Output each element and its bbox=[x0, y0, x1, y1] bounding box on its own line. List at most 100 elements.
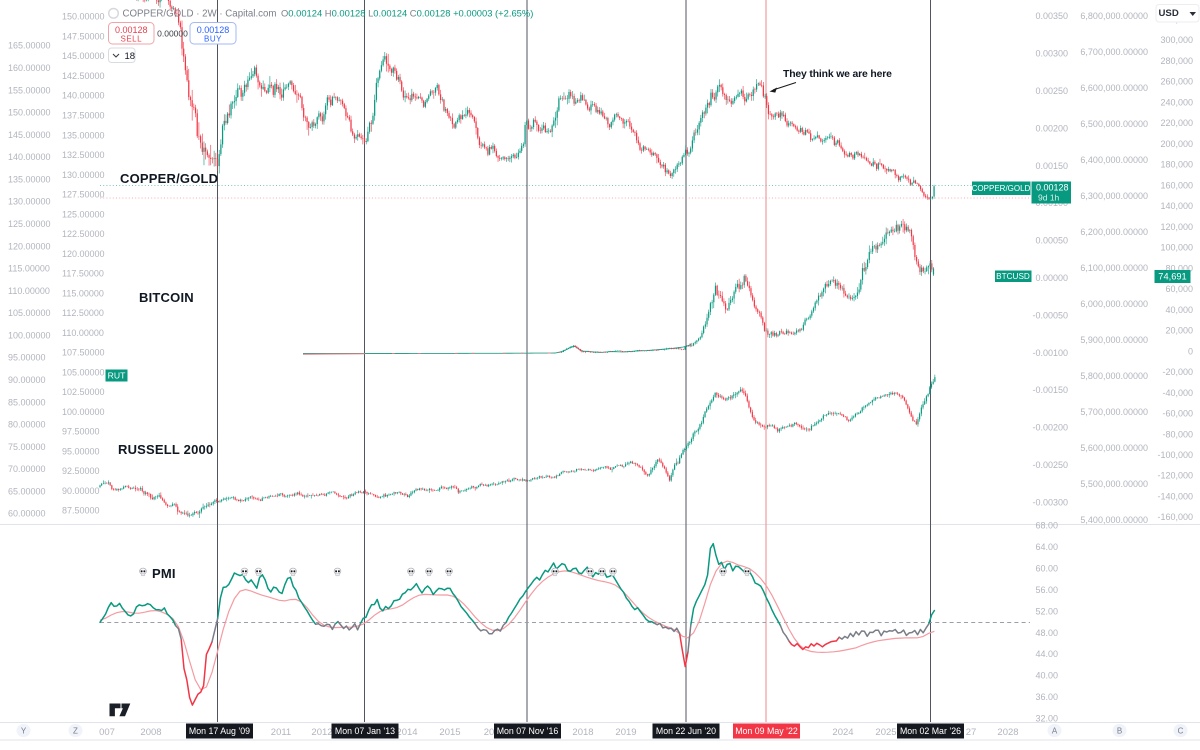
svg-text:6,500,000.00000: 6,500,000.00000 bbox=[1080, 119, 1148, 129]
svg-text:125.00000: 125.00000 bbox=[62, 209, 105, 219]
svg-text:90.00000: 90.00000 bbox=[62, 486, 100, 496]
svg-text:95.00000: 95.00000 bbox=[8, 353, 46, 363]
svg-text:80,000: 80,000 bbox=[1165, 263, 1193, 273]
svg-text:135.00000: 135.00000 bbox=[8, 174, 51, 184]
svg-text:142.50000: 142.50000 bbox=[62, 71, 105, 81]
svg-text:2011: 2011 bbox=[271, 727, 291, 738]
svg-text:-140,000: -140,000 bbox=[1157, 491, 1193, 501]
svg-text:2012: 2012 bbox=[311, 727, 332, 738]
svg-text:Mon 07 Jan ’13: Mon 07 Jan ’13 bbox=[335, 726, 395, 736]
svg-text:220,000: 220,000 bbox=[1160, 118, 1193, 128]
svg-text:120,000: 120,000 bbox=[1160, 222, 1193, 232]
svg-text:PMI: PMI bbox=[152, 566, 176, 581]
svg-text:5,600,000.00000: 5,600,000.00000 bbox=[1080, 443, 1148, 453]
svg-text:100.00000: 100.00000 bbox=[8, 330, 51, 340]
svg-text:280,000: 280,000 bbox=[1160, 56, 1193, 66]
svg-text:2015: 2015 bbox=[439, 727, 460, 738]
svg-text:20,000: 20,000 bbox=[1165, 326, 1193, 336]
svg-text:2028: 2028 bbox=[997, 727, 1018, 738]
svg-text:165.00000: 165.00000 bbox=[8, 41, 51, 51]
svg-text:RUSSELL 2000: RUSSELL 2000 bbox=[118, 442, 213, 457]
svg-text:102.50000: 102.50000 bbox=[62, 387, 105, 397]
svg-text:-20,000: -20,000 bbox=[1162, 367, 1193, 377]
svg-text:BUY: BUY bbox=[204, 35, 222, 44]
svg-text:27: 27 bbox=[966, 727, 977, 738]
svg-text:40,000: 40,000 bbox=[1165, 305, 1193, 315]
svg-text:9d 1h: 9d 1h bbox=[1038, 193, 1060, 203]
svg-text:147.50000: 147.50000 bbox=[62, 31, 105, 41]
svg-text:107.50000: 107.50000 bbox=[62, 348, 105, 358]
svg-text:260,000: 260,000 bbox=[1160, 77, 1193, 87]
svg-text:115.00000: 115.00000 bbox=[8, 264, 50, 274]
svg-text:64.00: 64.00 bbox=[1036, 542, 1059, 552]
svg-text:-120,000: -120,000 bbox=[1157, 471, 1193, 481]
svg-text:130.00000: 130.00000 bbox=[8, 197, 51, 207]
svg-text:36.00: 36.00 bbox=[1036, 692, 1059, 702]
svg-text:20: 20 bbox=[484, 727, 495, 738]
svg-text:18: 18 bbox=[125, 51, 136, 62]
svg-text:O0.00124 H0.00128 L0.00124 C0.: O0.00124 H0.00128 L0.00124 C0.00128 +0.0… bbox=[281, 8, 533, 19]
svg-text:97.50000: 97.50000 bbox=[62, 427, 100, 437]
svg-text:-100,000: -100,000 bbox=[1157, 450, 1193, 460]
svg-text:5,500,000.00000: 5,500,000.00000 bbox=[1080, 479, 1148, 489]
svg-text:0.00128: 0.00128 bbox=[197, 25, 230, 35]
svg-text:Z: Z bbox=[73, 727, 78, 736]
svg-text:2008: 2008 bbox=[140, 727, 161, 738]
svg-text:2014: 2014 bbox=[396, 727, 417, 738]
svg-text:68.00: 68.00 bbox=[1036, 521, 1059, 531]
svg-text:80.00000: 80.00000 bbox=[8, 420, 46, 430]
svg-text:RUT: RUT bbox=[108, 370, 126, 380]
svg-text:300,000: 300,000 bbox=[1160, 35, 1193, 45]
svg-text:Mon 02 Mar ’26: Mon 02 Mar ’26 bbox=[900, 726, 961, 736]
svg-text:95.00000: 95.00000 bbox=[62, 446, 100, 456]
svg-text:160.00000: 160.00000 bbox=[8, 63, 51, 73]
svg-text:180,000: 180,000 bbox=[1160, 160, 1193, 170]
svg-text:0.00000: 0.00000 bbox=[157, 29, 188, 39]
svg-text:125.00000: 125.00000 bbox=[8, 219, 51, 229]
svg-text:-0.00200: -0.00200 bbox=[1032, 423, 1068, 433]
svg-text:120.00000: 120.00000 bbox=[8, 241, 51, 251]
svg-text:140,000: 140,000 bbox=[1160, 201, 1193, 211]
svg-text:150.00000: 150.00000 bbox=[62, 12, 105, 22]
svg-text:2018: 2018 bbox=[572, 727, 593, 738]
svg-text:6,700,000.00000: 6,700,000.00000 bbox=[1080, 47, 1148, 57]
svg-text:140.00000: 140.00000 bbox=[62, 91, 105, 101]
svg-text:240,000: 240,000 bbox=[1160, 97, 1193, 107]
svg-text:-160,000: -160,000 bbox=[1157, 512, 1193, 522]
svg-text:60.00: 60.00 bbox=[1036, 564, 1059, 574]
svg-text:0.00050: 0.00050 bbox=[1035, 236, 1068, 246]
svg-text:5,900,000.00000: 5,900,000.00000 bbox=[1080, 335, 1148, 345]
svg-text:-80,000: -80,000 bbox=[1162, 429, 1193, 439]
svg-text:120.00000: 120.00000 bbox=[62, 249, 105, 259]
svg-text:2025: 2025 bbox=[875, 727, 896, 738]
svg-text:130.00000: 130.00000 bbox=[62, 170, 105, 180]
svg-text:6,300,000.00000: 6,300,000.00000 bbox=[1080, 191, 1148, 201]
svg-text:-0.00250: -0.00250 bbox=[1032, 460, 1068, 470]
svg-text:0: 0 bbox=[1188, 346, 1193, 356]
svg-text:52.00: 52.00 bbox=[1036, 606, 1059, 616]
svg-text:56.00: 56.00 bbox=[1036, 585, 1059, 595]
svg-text:85.00000: 85.00000 bbox=[8, 397, 46, 407]
svg-text:COPPER/GOLD: COPPER/GOLD bbox=[120, 171, 218, 186]
svg-text:Mon 22 Jun ’20: Mon 22 Jun ’20 bbox=[656, 726, 716, 736]
svg-text:112.50000: 112.50000 bbox=[62, 308, 104, 318]
svg-text:105.00000: 105.00000 bbox=[62, 367, 105, 377]
svg-text:140.00000: 140.00000 bbox=[8, 152, 51, 162]
svg-text:100.00000: 100.00000 bbox=[62, 407, 105, 417]
svg-text:60.00000: 60.00000 bbox=[8, 509, 46, 519]
svg-text:USD: USD bbox=[1159, 8, 1179, 19]
svg-text:6,400,000.00000: 6,400,000.00000 bbox=[1080, 155, 1148, 165]
svg-text:2019: 2019 bbox=[615, 727, 636, 738]
svg-text:6,600,000.00000: 6,600,000.00000 bbox=[1080, 83, 1148, 93]
svg-text:0.00250: 0.00250 bbox=[1035, 86, 1068, 96]
svg-text:BITCOIN: BITCOIN bbox=[139, 290, 194, 305]
svg-text:007: 007 bbox=[99, 727, 115, 738]
svg-text:-0.00150: -0.00150 bbox=[1032, 385, 1068, 395]
svg-text:145.00000: 145.00000 bbox=[62, 51, 105, 61]
svg-text:87.50000: 87.50000 bbox=[62, 506, 100, 516]
svg-text:105.00000: 105.00000 bbox=[8, 308, 51, 318]
svg-text:SELL: SELL bbox=[121, 35, 143, 44]
svg-text:Mon 17 Aug ’09: Mon 17 Aug ’09 bbox=[189, 726, 250, 736]
svg-text:90.00000: 90.00000 bbox=[8, 375, 46, 385]
svg-text:BTCUSD: BTCUSD bbox=[996, 272, 1030, 281]
